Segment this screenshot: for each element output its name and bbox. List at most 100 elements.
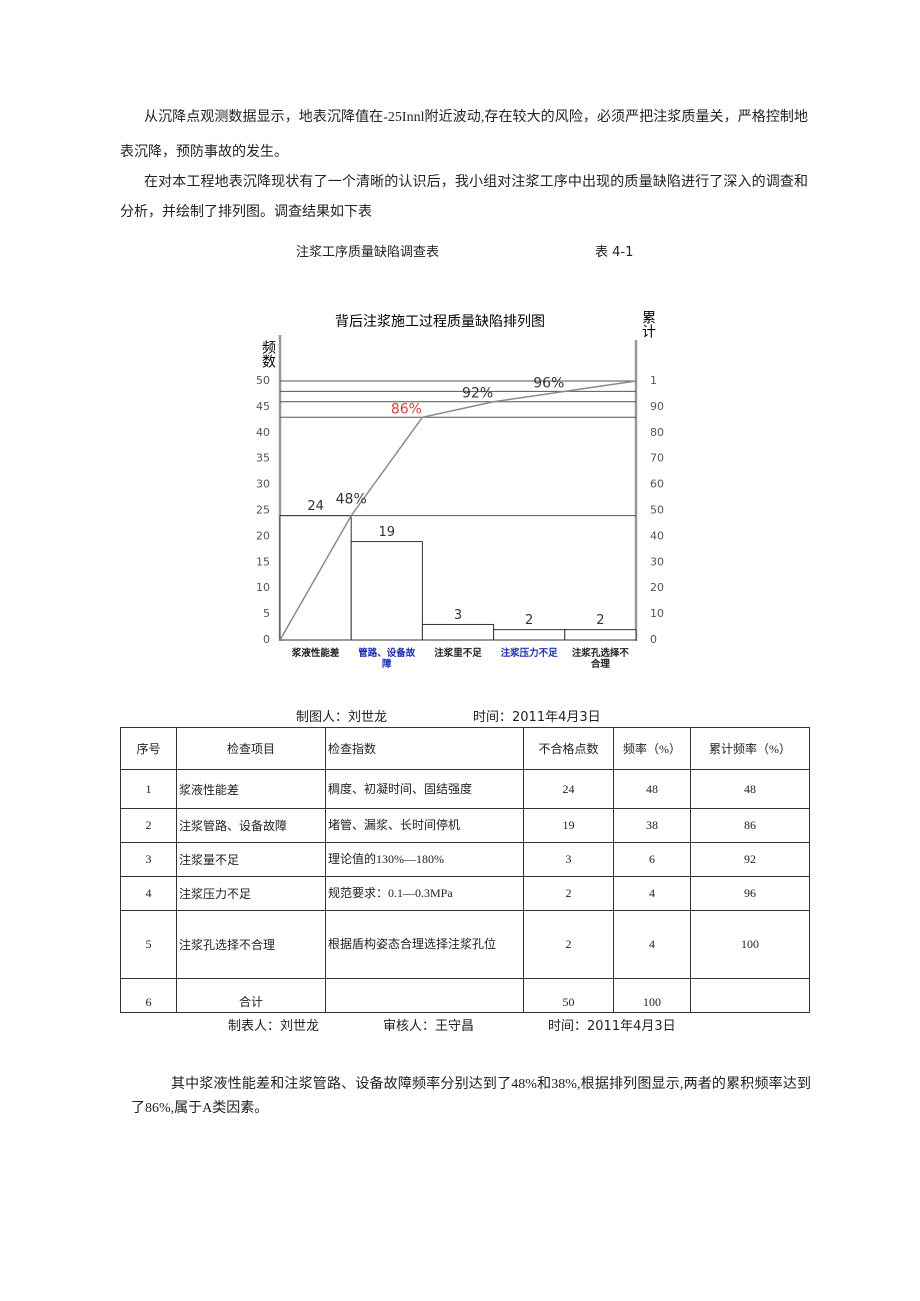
tick-label: 60: [650, 478, 664, 491]
y-axis-label: 频数: [260, 340, 276, 368]
tick-label: 45: [256, 400, 270, 413]
category-label: 浆液性能差: [291, 648, 340, 659]
table-cell: 频率（%）: [613, 727, 691, 770]
chart-title: 背后注浆施工过程质量缺陷排列图: [335, 314, 545, 330]
table-cell: 100: [690, 910, 810, 979]
table-cell: 检查项目: [176, 727, 326, 770]
tick-label: 50: [256, 374, 270, 387]
table-cell: 注浆孔选择不合理: [176, 910, 326, 979]
table-cell: 3: [523, 842, 614, 877]
table-cell: 1: [120, 769, 177, 809]
tick-label: 40: [256, 426, 270, 439]
table-cell: 50: [523, 978, 614, 1013]
category-label: 注浆压力不足: [500, 648, 558, 659]
table-maker: 制表人：刘世龙: [228, 1019, 320, 1034]
table-cell: 5: [120, 910, 177, 979]
table-cell: 堵管、漏浆、长时间停机: [325, 808, 524, 843]
bar-label: 24: [307, 499, 324, 514]
table-cell: 48: [690, 769, 810, 809]
cumulative-label: 86%: [391, 401, 422, 417]
table-cell: 根据盾构姿态合理选择注浆孔位: [325, 910, 524, 979]
tick-label: 35: [256, 452, 270, 465]
table: 序号 检查项目 检查指数 不合格点数 频率（%） 累计频率（%） 1 浆液性能差 稠度、初凝时间…: [120, 727, 810, 1013]
tick-label: 40: [650, 529, 664, 542]
table-cell: 2: [523, 910, 614, 979]
tick-label: 70: [650, 452, 664, 465]
bar-label: 3: [454, 608, 462, 623]
tick-label: 30: [650, 555, 664, 568]
paragraph: 在对本工程地表沉降现状有了一个清晰的认识后，我小组对注浆工序中出现的质量缺陷进行…: [120, 175, 808, 220]
table-cell: 2: [120, 808, 177, 843]
bar-label: 2: [525, 613, 533, 628]
table-reviewer: 审核人：王守昌: [383, 1019, 475, 1034]
category-label: 注浆里不足: [434, 648, 482, 659]
category-label: 注浆孔选择不合理: [571, 648, 629, 670]
tick-label: 25: [256, 504, 270, 517]
tick-label: 5: [263, 607, 270, 620]
table-cell: 规范要求：0.1—0.3MPa: [325, 876, 524, 911]
table-time: 时间：2011年4月3日: [548, 1019, 676, 1034]
table-cell: [325, 978, 524, 1013]
bar-label: 19: [379, 525, 396, 540]
tick-label: 50: [650, 504, 664, 517]
y2-axis-label: 累计: [640, 310, 656, 338]
tick-label: 0: [263, 633, 270, 646]
table-cell: 浆液性能差: [176, 769, 326, 809]
table-cell: 4: [613, 876, 691, 911]
tick-label: 1: [650, 374, 657, 387]
table-cell: 3: [120, 842, 177, 877]
table-row: 5 注浆孔选择不合理 根据盾构姿态合理选择注浆孔位 2 4 100: [120, 910, 810, 979]
table-cell: 检查指数: [325, 727, 524, 770]
tick-label: 10: [256, 581, 270, 594]
table-cell: 48: [613, 769, 691, 809]
table-row: 3 注浆量不足 理论值的130%—180% 3 6 92: [120, 842, 810, 877]
tick-label: 0: [650, 633, 657, 646]
tick-label: 10: [650, 607, 664, 620]
tick-label: 90: [650, 400, 664, 413]
table-cell: 合计: [176, 978, 326, 1013]
table-cell: 24: [523, 769, 614, 809]
table-cell: 4: [613, 910, 691, 979]
table-cell: 19: [523, 808, 614, 843]
bar-label: 2: [596, 613, 604, 628]
table-row: 4 注浆压力不足 规范要求：0.1—0.3MPa 2 4 96: [120, 876, 810, 911]
table-number: 表 4-1: [595, 245, 634, 260]
table-cell: 6: [613, 842, 691, 877]
chart: 背后注浆施工过程质量缺陷排列图 频数 累计 051015202530354045…: [256, 310, 664, 646]
table-cell: 累计频率（%）: [690, 727, 810, 770]
cumulative-label: 48%: [336, 492, 367, 508]
table-cell: 100: [613, 978, 691, 1013]
tick-label: 80: [650, 426, 664, 439]
table-row: 1 浆液性能差 稠度、初凝时间、固结强度 24 48 48: [120, 769, 810, 809]
table-cell: 不合格点数: [523, 727, 614, 770]
table-cell: 注浆管路、设备故障: [176, 808, 326, 843]
table-cell: 序号: [120, 727, 177, 770]
line-start: [279, 515, 352, 641]
table-row: 2 注浆管路、设备故障 堵管、漏浆、长时间停机 19 38 86: [120, 808, 810, 843]
bar: [493, 629, 566, 641]
chart-time: 时间：2011年4月3日: [473, 710, 601, 725]
tick-label: 20: [650, 581, 664, 594]
table-cell: 86: [690, 808, 810, 843]
chart-author: 制图人：刘世龙: [296, 710, 388, 725]
tick-label: 15: [256, 555, 270, 568]
table-cell: 注浆压力不足: [176, 876, 326, 911]
paragraph: 其中浆液性能差和注浆管路、设备故障频率分别达到了48%和38%,根据排列图显示,…: [131, 1077, 811, 1116]
category-label: 管路、设备故障: [358, 648, 416, 670]
table-row: 6 合计 50 100: [120, 978, 810, 1013]
cumulative-label: 92%: [462, 386, 493, 402]
paragraph: 从沉降点观测数据显示，地表沉降值在-25Innl附近波动,存在较大的风险，必须严…: [120, 110, 808, 160]
table-row: 序号 检查项目 检查指数 不合格点数 频率（%） 累计频率（%）: [120, 727, 810, 770]
tick-label: 20: [256, 529, 270, 542]
table-cell: 稠度、初凝时间、固结强度: [325, 769, 524, 809]
bar: [350, 541, 423, 641]
bar: [564, 629, 637, 641]
bar: [421, 623, 495, 641]
table-cell: 4: [120, 876, 177, 911]
cumulative-label: 96%: [533, 375, 564, 391]
table-cell: [690, 978, 810, 1013]
cumulative-line: [350, 380, 637, 517]
table-caption: 注浆工序质量缺陷调查表: [296, 245, 440, 260]
table-cell: 92: [690, 842, 810, 877]
tick-label: 30: [256, 478, 270, 491]
